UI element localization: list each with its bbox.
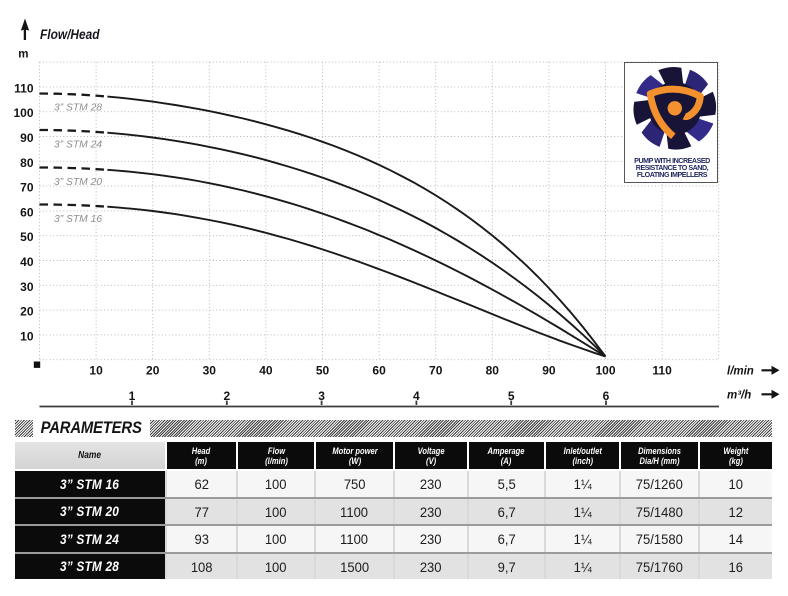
svg-text:100: 100 — [595, 364, 615, 378]
svg-text:110: 110 — [652, 364, 672, 378]
svg-text:m: m — [18, 49, 28, 61]
svg-text:l/min: l/min — [727, 366, 754, 378]
svg-text:30: 30 — [203, 364, 217, 378]
svg-text:2: 2 — [223, 389, 230, 403]
svg-text:80: 80 — [20, 156, 34, 170]
svg-text:20: 20 — [146, 364, 160, 378]
svg-text:3” STM 28: 3” STM 28 — [54, 102, 102, 113]
svg-text:4: 4 — [413, 389, 420, 403]
svg-text:3: 3 — [318, 389, 325, 403]
svg-text:90: 90 — [542, 364, 556, 378]
svg-text:1: 1 — [129, 389, 136, 403]
svg-text:10: 10 — [89, 364, 103, 378]
svg-text:50: 50 — [316, 364, 330, 378]
svg-text:40: 40 — [20, 255, 34, 269]
svg-text:3” STM 24: 3” STM 24 — [54, 140, 102, 151]
svg-text:30: 30 — [20, 280, 34, 294]
svg-text:20: 20 — [20, 305, 34, 319]
svg-text:60: 60 — [20, 205, 34, 219]
svg-text:60: 60 — [372, 364, 386, 378]
svg-text:70: 70 — [429, 364, 443, 378]
svg-text:70: 70 — [20, 181, 34, 195]
svg-text:90: 90 — [20, 131, 34, 145]
svg-text:3” STM 20: 3” STM 20 — [54, 177, 102, 188]
svg-text:Flow/Head: Flow/Head — [40, 26, 100, 42]
svg-text:5: 5 — [508, 389, 515, 403]
svg-text:110: 110 — [14, 81, 34, 95]
svg-text:3” STM 16: 3” STM 16 — [54, 214, 102, 225]
svg-text:50: 50 — [20, 230, 34, 244]
svg-text:80: 80 — [486, 364, 500, 378]
svg-text:10: 10 — [20, 329, 34, 343]
svg-text:40: 40 — [259, 364, 273, 378]
svg-text:100: 100 — [13, 106, 33, 120]
svg-text:6: 6 — [603, 389, 610, 403]
svg-text:m³/h: m³/h — [727, 390, 751, 402]
